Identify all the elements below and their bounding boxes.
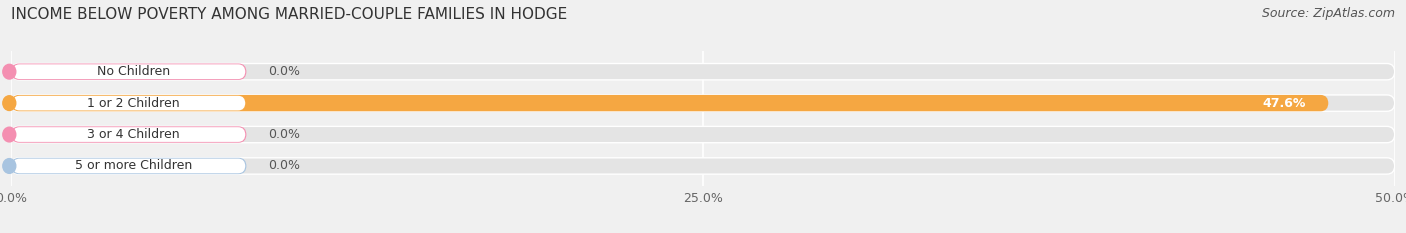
Text: No Children: No Children xyxy=(97,65,170,78)
FancyBboxPatch shape xyxy=(13,96,245,110)
Circle shape xyxy=(3,127,15,142)
FancyBboxPatch shape xyxy=(13,159,245,173)
FancyBboxPatch shape xyxy=(11,64,246,80)
FancyBboxPatch shape xyxy=(11,158,1395,174)
FancyBboxPatch shape xyxy=(13,64,245,79)
Text: INCOME BELOW POVERTY AMONG MARRIED-COUPLE FAMILIES IN HODGE: INCOME BELOW POVERTY AMONG MARRIED-COUPL… xyxy=(11,7,568,22)
Text: Source: ZipAtlas.com: Source: ZipAtlas.com xyxy=(1261,7,1395,20)
Text: 0.0%: 0.0% xyxy=(269,128,301,141)
Text: 0.0%: 0.0% xyxy=(269,159,301,172)
Circle shape xyxy=(3,96,15,110)
FancyBboxPatch shape xyxy=(11,95,1395,111)
Circle shape xyxy=(3,64,15,79)
FancyBboxPatch shape xyxy=(11,95,1329,111)
FancyBboxPatch shape xyxy=(11,126,246,143)
FancyBboxPatch shape xyxy=(11,158,246,174)
Text: 1 or 2 Children: 1 or 2 Children xyxy=(87,97,180,110)
Text: 5 or more Children: 5 or more Children xyxy=(75,159,193,172)
FancyBboxPatch shape xyxy=(11,64,1395,80)
Circle shape xyxy=(3,159,15,173)
Text: 3 or 4 Children: 3 or 4 Children xyxy=(87,128,180,141)
FancyBboxPatch shape xyxy=(11,126,1395,143)
Text: 0.0%: 0.0% xyxy=(269,65,301,78)
Text: 47.6%: 47.6% xyxy=(1263,97,1306,110)
FancyBboxPatch shape xyxy=(13,127,245,142)
